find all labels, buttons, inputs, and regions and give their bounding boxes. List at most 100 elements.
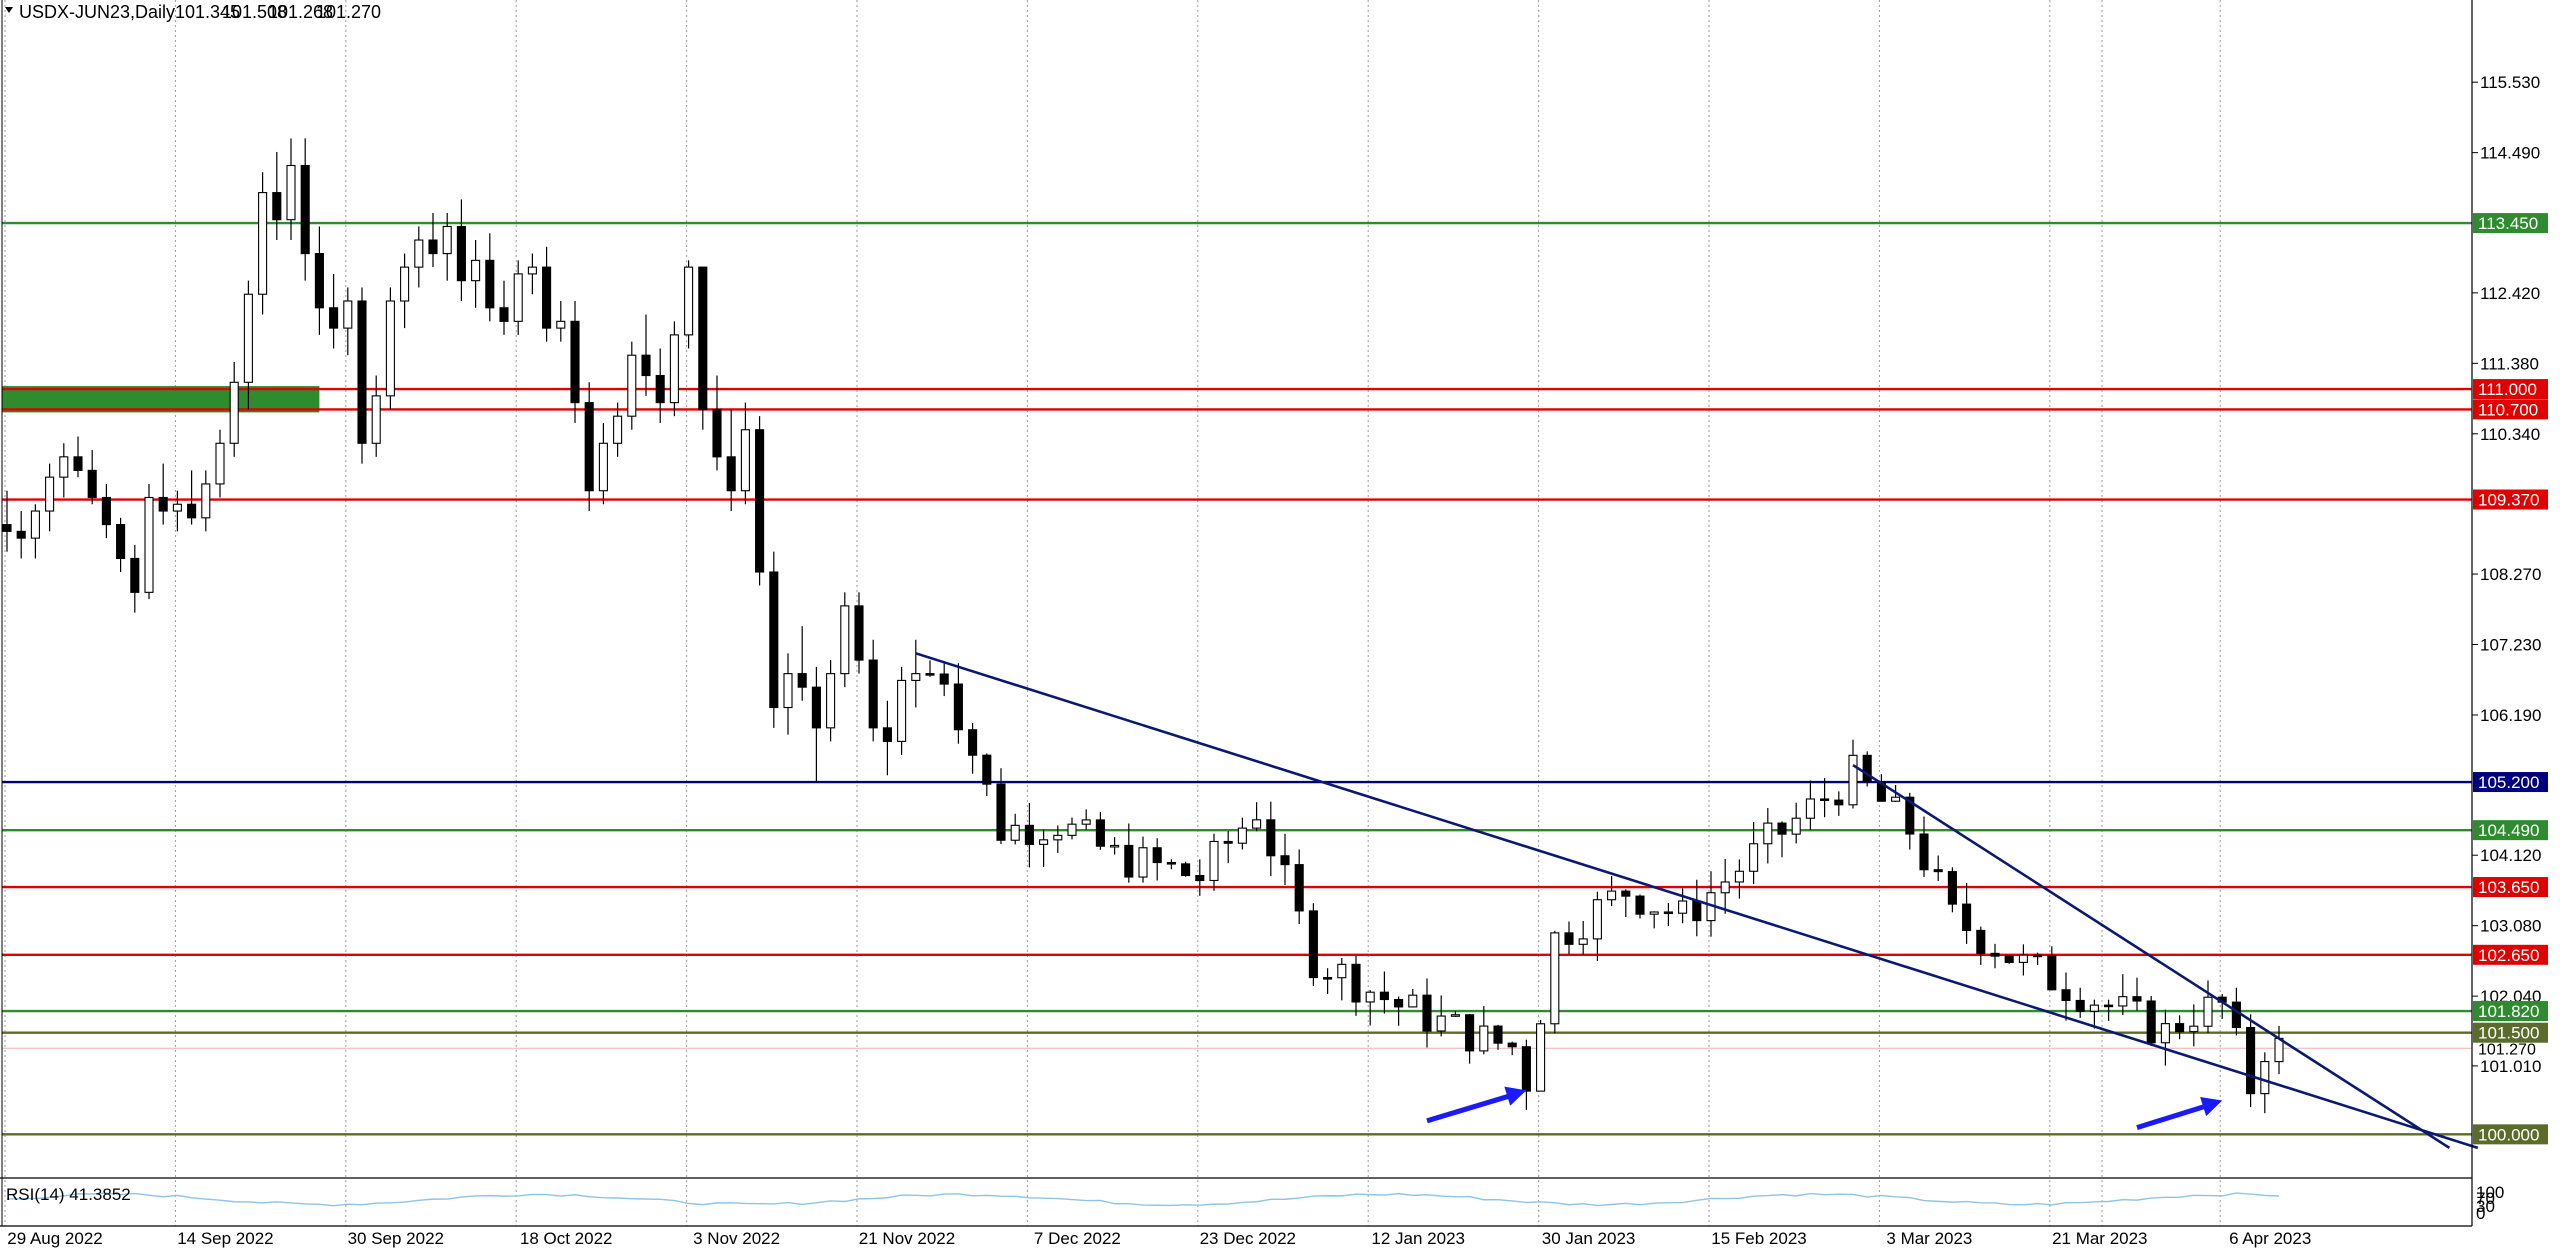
candle-body — [1663, 911, 1673, 915]
candle-body — [2018, 954, 2028, 963]
candle-body — [1223, 840, 1233, 844]
candle-body — [2132, 996, 2142, 1002]
rsi-panel: RSI(14) 41.3852 100 70 30 0 — [0, 1177, 2504, 1227]
level-label-box — [2473, 1001, 2548, 1022]
candle-body — [1834, 799, 1844, 806]
candle-body — [286, 164, 296, 221]
level-label-box — [2473, 772, 2548, 793]
candle-body — [385, 300, 395, 397]
candle-body — [1990, 952, 2000, 957]
candle-body — [1891, 796, 1901, 802]
level-label: 101.500 — [2478, 1024, 2539, 1043]
candle-body — [740, 429, 750, 492]
candle-body — [499, 307, 509, 322]
candle-body — [343, 300, 353, 329]
candle-body — [300, 164, 310, 255]
x-tick-label: 29 Aug 2022 — [7, 1229, 102, 1248]
trendline-wedge-upper — [1852, 764, 2451, 1149]
candle-body — [584, 402, 594, 492]
candle-body — [1734, 870, 1744, 883]
candle-body — [1947, 871, 1957, 905]
x-tick-label: 3 Nov 2022 — [693, 1229, 780, 1248]
level-label: 109.370 — [2478, 491, 2539, 510]
candle-body — [669, 334, 679, 404]
candle-body — [428, 239, 438, 255]
candle-body — [1152, 847, 1162, 864]
candle-body — [1095, 819, 1105, 847]
candle-body — [1394, 998, 1404, 1008]
candle-body — [1791, 817, 1801, 835]
candle-body — [442, 225, 452, 255]
candle-body — [1479, 1025, 1489, 1052]
y-axis-ticks: 115.530 114.490 112.420 111.380 110.340 108.2… — [2472, 73, 2541, 1076]
collapse-triangle-icon[interactable] — [5, 7, 13, 13]
candle-body — [1692, 900, 1702, 922]
candle-body — [1820, 798, 1830, 802]
arrow-icon — [2200, 1097, 2223, 1117]
candle-body — [2189, 1025, 2199, 1033]
candle-body — [1848, 754, 1858, 806]
level-label: 111.000 — [2478, 380, 2537, 399]
candle-body — [939, 673, 949, 685]
candle-body — [243, 293, 253, 383]
candle-body — [1763, 822, 1773, 845]
x-tick-label: 12 Jan 2023 — [1371, 1229, 1465, 1248]
candle-body — [2146, 1000, 2156, 1044]
candle-body — [229, 381, 239, 444]
candle-body — [1962, 903, 1972, 931]
candle-body — [172, 503, 182, 512]
arrows — [1426, 1086, 2223, 1130]
candle-body — [1905, 796, 1915, 835]
candle-body — [882, 727, 892, 742]
x-tick-label: 6 Apr 2023 — [2229, 1229, 2311, 1248]
x-tick-label: 23 Dec 2022 — [1200, 1229, 1296, 1248]
level-label: 101.820 — [2478, 1002, 2539, 1021]
level-label: 104.490 — [2478, 821, 2539, 840]
candle-body — [258, 192, 268, 295]
candle-body — [1266, 819, 1276, 857]
candle-body — [1976, 929, 1986, 954]
candle-body — [1876, 781, 1886, 802]
rsi-scale-top: 100 — [2476, 1183, 2504, 1202]
x-axis-ticks: 29 Aug 2022 14 Sep 2022 30 Sep 2022 18 Oct … — [7, 1229, 2311, 1248]
candle-body — [201, 483, 211, 519]
candle-body — [272, 192, 282, 221]
y-tick-label: 110.340 — [2480, 425, 2540, 444]
rsi-line — [6, 1192, 2280, 1207]
y-tick-label: 101.010 — [2480, 1057, 2541, 1076]
candle-body — [2, 524, 12, 532]
candle-body — [485, 259, 495, 309]
candle-body — [826, 673, 836, 729]
candle-body — [456, 225, 466, 282]
level-label-box — [2473, 213, 2548, 234]
level-label-box — [2473, 379, 2548, 400]
candle-body — [598, 442, 608, 492]
candle-body — [712, 408, 722, 458]
candle-body — [16, 530, 26, 539]
candle-body — [783, 673, 793, 709]
candle-body — [2061, 989, 2071, 1002]
candle-body — [925, 673, 935, 676]
candle-body — [1777, 822, 1787, 835]
trendline-upper-left — [915, 652, 2479, 1150]
level-label: 103.650 — [2478, 878, 2539, 897]
level-label-box — [2473, 399, 2548, 420]
candle-body — [2260, 1061, 2270, 1095]
candle-body — [2160, 1023, 2170, 1044]
candle-body — [996, 783, 1006, 841]
candle-body — [357, 300, 367, 444]
open-value: 101.345 — [175, 2, 240, 22]
candle-body — [811, 686, 821, 729]
candle-body — [1408, 994, 1418, 1008]
symbol-label: USDX-JUN23,Daily — [19, 2, 175, 22]
candle-body — [542, 266, 552, 329]
y-tick-label: 103.080 — [2480, 917, 2541, 936]
candle-body — [755, 429, 765, 573]
candle-body — [130, 557, 140, 593]
level-label: 110.700 — [2478, 400, 2538, 419]
candle-body — [1550, 932, 1560, 1025]
candle-body — [513, 273, 523, 322]
level-label-box — [2473, 1022, 2548, 1043]
candle-body — [1465, 1014, 1475, 1052]
